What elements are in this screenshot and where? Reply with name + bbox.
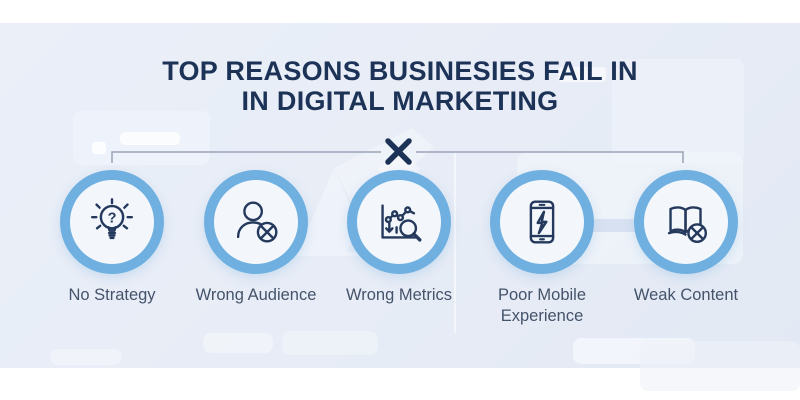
reason-item-wrong-metrics: Wrong Metrics: [324, 170, 474, 306]
deco-bar: [282, 331, 378, 355]
chart-magnifier-icon: [370, 193, 428, 251]
page-title: TOP REASONS BUSINESIES FAIL IN IN DIGITA…: [0, 56, 800, 116]
reason-label: Weak Content: [633, 286, 739, 304]
reason-circle: [490, 170, 594, 274]
person-rejected-icon: [227, 193, 285, 251]
book-rejected-icon: [657, 193, 715, 251]
reason-item-wrong-audience: Wrong Audience: [181, 170, 331, 306]
deco-bar: [558, 67, 606, 82]
deco-card: [612, 59, 744, 163]
deco-bar: [585, 219, 643, 232]
reason-label: Wrong Metrics: [345, 286, 453, 304]
svg-text:?: ?: [108, 210, 117, 226]
reason-label: Wrong Audience: [195, 286, 317, 304]
lightbulb-question-icon: ?: [83, 193, 141, 251]
deco-square: [92, 142, 106, 154]
title-line-1: TOP REASONS BUSINESIES FAIL IN: [162, 56, 638, 86]
deco-bar: [120, 132, 180, 145]
reason-item-no-strategy: ? No Strategy: [37, 170, 187, 306]
reason-label: No Strategy: [68, 286, 156, 304]
deco-divider-line: [454, 153, 456, 333]
phone-lightning-icon: [513, 193, 571, 251]
reason-circle: [347, 170, 451, 274]
deco-bar: [50, 349, 122, 365]
deco-card: [640, 341, 800, 391]
reason-item-weak-content: Weak Content: [611, 170, 761, 306]
reason-circle: [634, 170, 738, 274]
reason-circle: [204, 170, 308, 274]
deco-bar: [203, 333, 273, 353]
reason-label: Poor Mobile Experience: [497, 286, 587, 325]
reason-item-poor-mobile: Poor Mobile Experience: [467, 170, 617, 327]
reason-circle: ?: [60, 170, 164, 274]
title-line-2: IN DIGITAL MARKETING: [241, 86, 559, 116]
